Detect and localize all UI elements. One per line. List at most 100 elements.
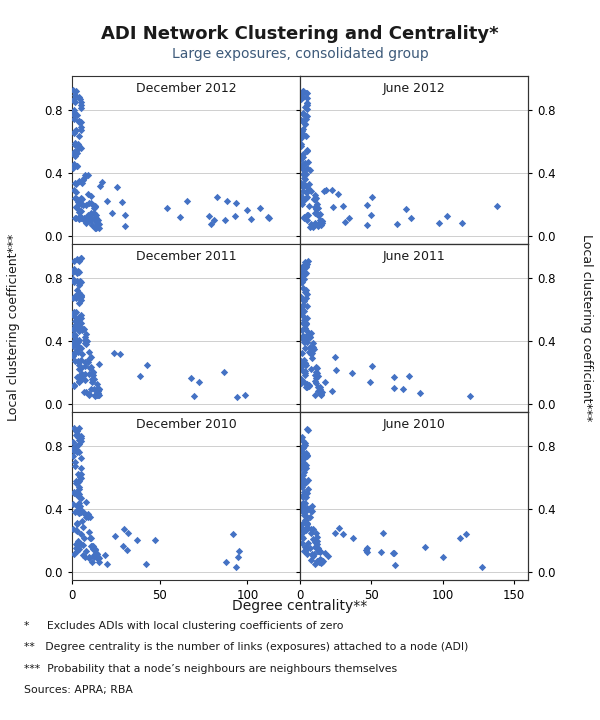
- Point: [87, 376, 97, 387]
- Point: [305, 381, 314, 392]
- Point: [307, 343, 316, 355]
- Point: [80, 360, 90, 372]
- Point: [296, 269, 306, 281]
- Point: [76, 318, 86, 329]
- Point: [71, 488, 81, 500]
- Point: [390, 559, 400, 571]
- Point: [73, 346, 83, 358]
- Point: [71, 542, 80, 554]
- Point: [73, 276, 82, 287]
- Point: [308, 550, 317, 562]
- Point: [89, 374, 99, 385]
- Point: [298, 158, 308, 170]
- Point: [316, 557, 326, 569]
- Point: [80, 552, 89, 563]
- Point: [79, 507, 89, 518]
- Point: [308, 534, 317, 545]
- Point: [298, 498, 308, 509]
- Point: [74, 213, 84, 225]
- Point: [85, 526, 94, 538]
- Point: [73, 505, 82, 517]
- Point: [150, 534, 160, 546]
- Point: [72, 145, 82, 156]
- Point: [73, 138, 83, 149]
- Point: [314, 210, 323, 221]
- Point: [71, 186, 80, 198]
- Point: [307, 523, 316, 535]
- Point: [79, 323, 89, 335]
- Point: [297, 348, 307, 359]
- Text: Local clustering coefficient***: Local clustering coefficient***: [580, 234, 593, 421]
- Point: [264, 212, 274, 224]
- Point: [76, 206, 86, 217]
- Point: [305, 331, 314, 343]
- Point: [76, 354, 86, 365]
- Point: [76, 116, 86, 127]
- Point: [68, 498, 78, 510]
- Point: [301, 130, 310, 142]
- Point: [298, 441, 308, 453]
- Point: [308, 338, 318, 349]
- Point: [298, 85, 307, 96]
- Point: [74, 325, 84, 337]
- Point: [69, 330, 79, 342]
- Point: [76, 342, 86, 354]
- Point: [73, 468, 83, 480]
- Point: [69, 328, 79, 340]
- Point: [76, 370, 86, 382]
- Point: [74, 446, 84, 457]
- Point: [298, 458, 308, 469]
- Point: [389, 372, 399, 383]
- Point: [297, 300, 307, 311]
- Point: [68, 266, 78, 277]
- Point: [347, 367, 357, 379]
- Point: [68, 323, 78, 335]
- Point: [296, 93, 306, 104]
- Point: [311, 217, 320, 228]
- Point: [92, 379, 101, 390]
- Point: [97, 176, 107, 188]
- Point: [296, 443, 306, 454]
- Point: [301, 477, 311, 488]
- Point: [74, 198, 84, 210]
- Point: [95, 180, 104, 192]
- Point: [296, 307, 306, 319]
- Point: [72, 161, 82, 172]
- Point: [90, 390, 100, 402]
- Point: [307, 528, 316, 539]
- Point: [331, 364, 341, 376]
- Point: [307, 347, 316, 359]
- Point: [315, 383, 325, 395]
- Point: [194, 377, 203, 388]
- Point: [232, 561, 241, 572]
- Point: [83, 209, 93, 220]
- Point: [93, 218, 103, 230]
- Point: [84, 215, 94, 227]
- Point: [398, 383, 408, 395]
- Point: [297, 274, 307, 285]
- Point: [302, 97, 312, 109]
- Point: [76, 528, 86, 539]
- Point: [73, 284, 82, 296]
- Point: [74, 175, 84, 186]
- Point: [77, 373, 87, 384]
- Point: [74, 483, 84, 495]
- Point: [308, 341, 318, 353]
- Point: [304, 537, 313, 549]
- Text: Large exposures, consolidated group: Large exposures, consolidated group: [172, 47, 428, 60]
- Point: [73, 266, 82, 277]
- Point: [69, 95, 79, 107]
- Point: [301, 256, 310, 268]
- Point: [86, 207, 95, 219]
- Text: ***  Probability that a node’s neighbours are neighbours themselves: *** Probability that a node’s neighbours…: [24, 664, 397, 674]
- Point: [86, 540, 96, 552]
- Point: [73, 161, 82, 172]
- Point: [73, 487, 82, 499]
- Point: [442, 211, 452, 222]
- Point: [298, 91, 308, 103]
- Point: [301, 459, 310, 470]
- Point: [301, 462, 311, 474]
- Point: [73, 505, 82, 516]
- Point: [109, 347, 119, 359]
- Point: [348, 532, 358, 544]
